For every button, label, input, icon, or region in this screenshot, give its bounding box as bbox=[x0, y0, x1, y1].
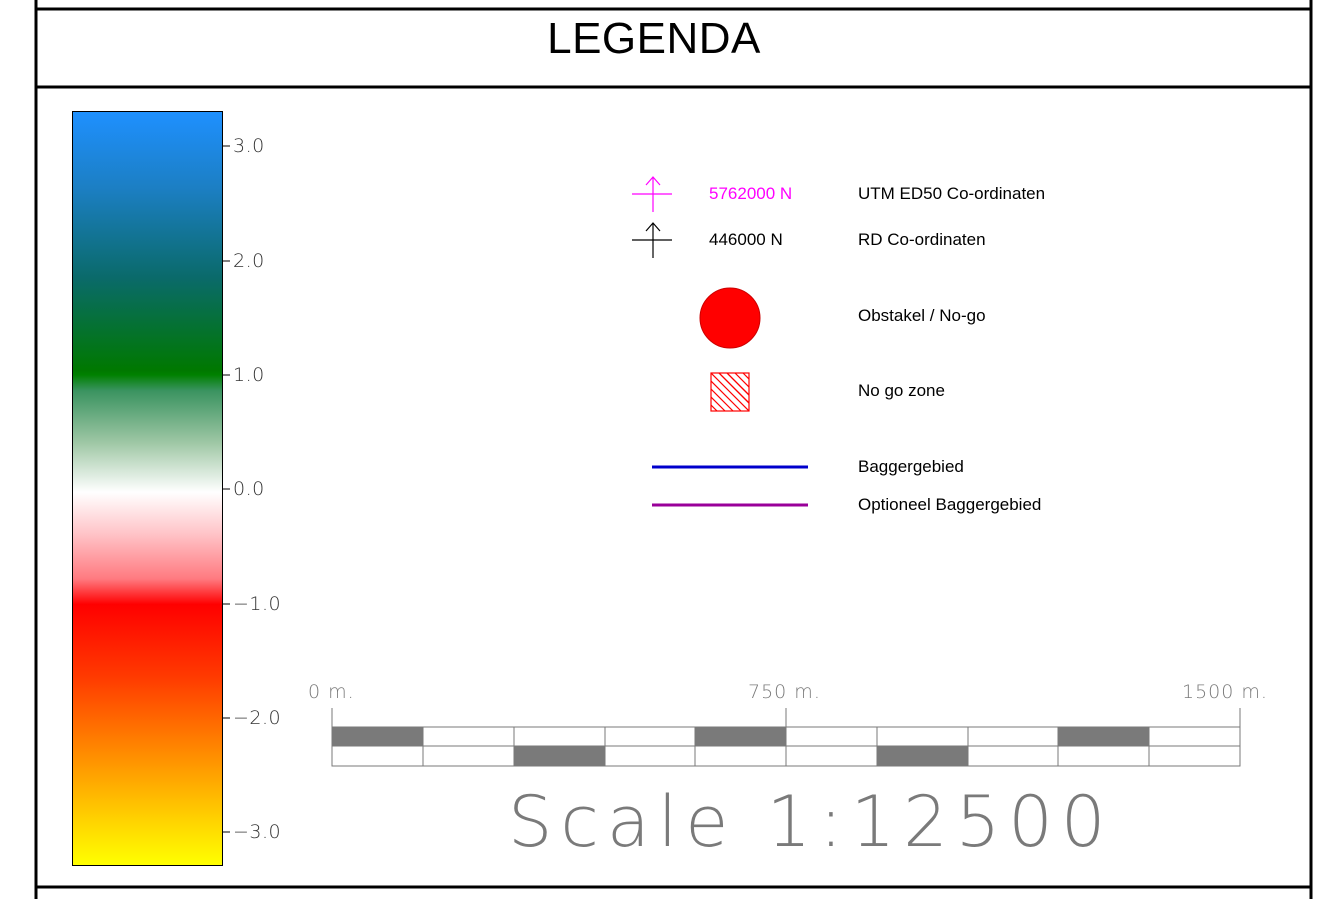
colorbar-tick-label: 1.0 bbox=[233, 364, 265, 386]
colorbar-tick-label: 0.0 bbox=[233, 478, 265, 500]
optional-dredge-area-label: Optioneel Baggergebied bbox=[858, 495, 1042, 514]
scale-end-label: 1500 m. bbox=[1182, 681, 1268, 703]
no-go-zone-label: No go zone bbox=[858, 381, 945, 400]
scale-start-label: 0 m. bbox=[308, 681, 355, 703]
no-go-zone-hatch-icon bbox=[710, 372, 750, 412]
colorbar-tick-label: 3.0 bbox=[233, 135, 265, 157]
obstacle-circle-icon bbox=[699, 287, 761, 349]
dredge-area-label: Baggergebied bbox=[858, 457, 964, 476]
scale-mid-label: 750 m. bbox=[748, 681, 821, 703]
legend-title: LEGENDA bbox=[547, 14, 761, 63]
utm-coordinate-label: UTM ED50 Co-ordinaten bbox=[858, 184, 1046, 203]
utm-crosshair-icon bbox=[632, 176, 672, 212]
scale-title: Scale 1:12500 bbox=[508, 781, 1114, 863]
colorbar-tick-label: −1.0 bbox=[233, 593, 282, 615]
rd-coordinate-label: RD Co-ordinaten bbox=[858, 230, 986, 249]
depth-colorbar bbox=[72, 111, 223, 866]
colorbar-tick-label: 2.0 bbox=[233, 250, 265, 272]
colorbar-tick-label: −2.0 bbox=[233, 707, 282, 729]
rd-crosshair-icon bbox=[632, 222, 672, 258]
colorbar-tick-label: −3.0 bbox=[233, 821, 282, 843]
obstacle-label: Obstakel / No-go bbox=[858, 306, 986, 325]
rd-coordinate-value: 446000 N bbox=[709, 230, 783, 249]
utm-coordinate-value: 5762000 N bbox=[709, 184, 793, 203]
